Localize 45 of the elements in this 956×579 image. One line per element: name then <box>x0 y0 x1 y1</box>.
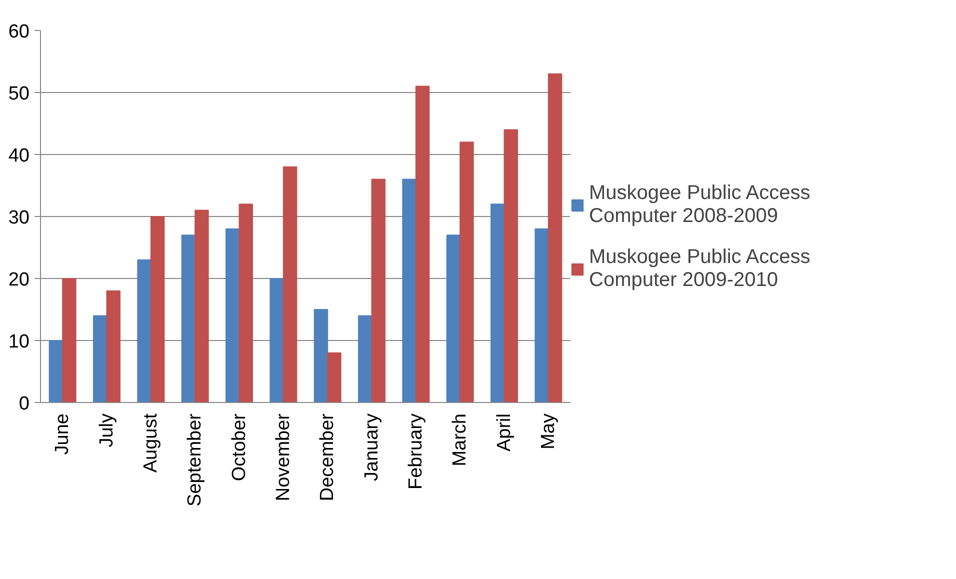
bar <box>371 178 386 402</box>
x-tick-label: October <box>228 412 250 482</box>
bar <box>238 204 253 402</box>
x-tick-label: January <box>361 413 382 482</box>
bar <box>548 73 562 402</box>
x-tick-label: August <box>140 412 162 473</box>
bar <box>415 86 430 402</box>
y-tick-label: 30 <box>8 208 30 228</box>
bar <box>137 259 152 402</box>
x-tick-label: September <box>184 412 206 506</box>
bar <box>460 142 474 402</box>
y-tick-label: 50 <box>8 84 30 104</box>
legend-label: Muskogee Public Access Computer 2009-2010 <box>589 246 810 292</box>
y-tick-label: 10 <box>8 332 30 352</box>
x-tick-label: December <box>317 412 338 502</box>
x-tick-label: May <box>538 413 559 450</box>
bar <box>490 204 505 402</box>
x-tick-label: March <box>450 413 471 466</box>
x-tick-label: February <box>405 413 426 490</box>
bar <box>106 290 120 402</box>
bar <box>504 129 518 402</box>
bar <box>48 340 64 402</box>
x-tick-label: November <box>272 412 294 502</box>
y-tick-label: 0 <box>18 394 30 414</box>
bar <box>358 315 372 402</box>
y-tick-label: 20 <box>8 270 30 290</box>
x-tick-label: April <box>494 413 515 452</box>
bar <box>93 315 108 402</box>
bar <box>282 166 298 402</box>
bar <box>534 228 549 402</box>
bar <box>270 278 284 402</box>
legend-label: Muskogee Public Access Computer 2008-2009 <box>589 182 810 228</box>
bar <box>314 309 328 402</box>
x-tick-label: June <box>52 414 74 455</box>
bar <box>226 228 240 402</box>
x-tick-label: July <box>96 413 118 448</box>
bar <box>327 352 342 402</box>
bar <box>62 278 76 402</box>
bar <box>194 210 209 402</box>
bar <box>150 216 165 402</box>
bar <box>402 178 416 402</box>
y-tick-label: 40 <box>8 146 30 166</box>
bar <box>446 234 461 402</box>
bar <box>181 234 196 402</box>
y-tick-label: 60 <box>8 22 30 42</box>
